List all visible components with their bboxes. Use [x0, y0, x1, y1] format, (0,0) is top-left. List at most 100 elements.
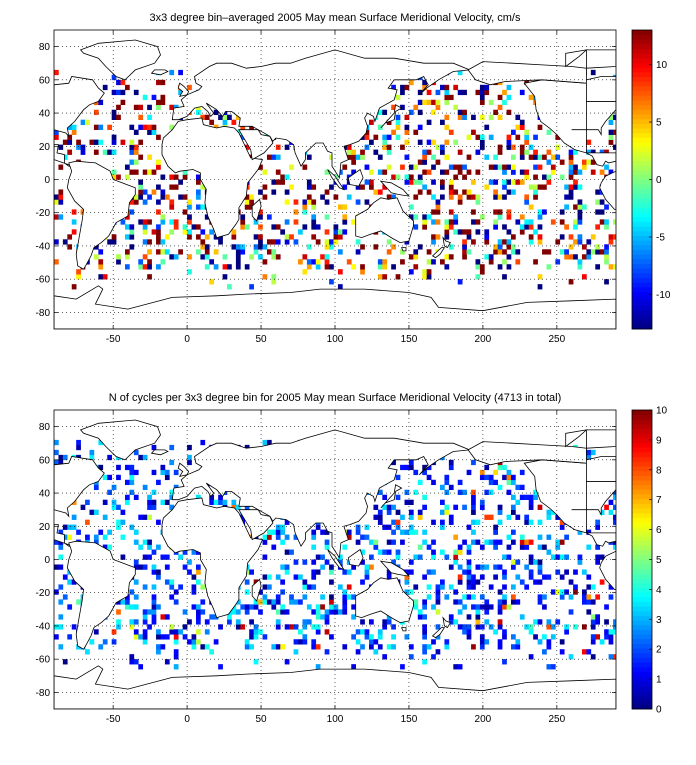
data-cell: [440, 499, 445, 505]
data-cell: [479, 504, 485, 510]
coastline: [54, 665, 616, 709]
data-cell: [435, 99, 441, 106]
data-cell: [302, 579, 308, 585]
data-cell: [147, 104, 152, 111]
data-cell: [369, 639, 374, 645]
colorbar-swatch: [632, 568, 652, 574]
data-cell: [475, 89, 481, 96]
data-cell: [506, 474, 512, 481]
data-cell: [315, 629, 321, 635]
data-cell: [142, 609, 148, 615]
data-cell: [457, 489, 463, 496]
data-cell: [284, 199, 290, 205]
colorbar-swatch: [632, 433, 652, 439]
data-cell: [422, 224, 427, 230]
data-cell: [386, 509, 392, 515]
data-cell: [475, 579, 481, 585]
data-cell: [497, 644, 503, 650]
data-cell: [187, 269, 192, 275]
data-cell: [142, 554, 148, 560]
data-cell: [595, 594, 601, 600]
data-cell: [315, 644, 321, 650]
data-cell: [590, 449, 596, 456]
data-cell: [431, 109, 436, 116]
data-cell: [169, 489, 175, 496]
data-cell: [466, 189, 472, 195]
data-cell: [479, 499, 485, 505]
data-cell: [315, 624, 321, 630]
data-cell: [218, 664, 223, 670]
data-cell: [564, 629, 569, 635]
colorbar-swatch: [632, 447, 652, 453]
data-cell: [444, 474, 450, 481]
data-cell: [413, 604, 419, 610]
data-cell: [133, 659, 139, 665]
coastline: [355, 577, 414, 624]
data-cell: [244, 589, 250, 595]
data-cell: [209, 649, 215, 655]
data-cell: [599, 579, 605, 585]
data-cell: [386, 504, 392, 510]
data-cell: [466, 624, 472, 630]
data-cell: [502, 194, 507, 200]
data-cell: [98, 249, 104, 255]
data-cell: [604, 254, 609, 260]
data-cell: [116, 619, 121, 625]
data-cell: [209, 279, 215, 285]
data-cell: [151, 619, 157, 625]
data-cell: [497, 539, 503, 545]
data-cell: [346, 194, 352, 200]
data-cell: [156, 159, 161, 165]
data-cell: [457, 664, 463, 670]
data-cell: [506, 209, 512, 215]
data-cell: [510, 594, 516, 600]
data-cell: [355, 184, 361, 190]
data-cell: [422, 604, 427, 610]
data-cell: [404, 239, 410, 245]
data-cell: [315, 569, 321, 575]
data-cell: [298, 259, 303, 265]
data-cell: [479, 644, 485, 650]
data-cell: [58, 454, 64, 461]
data-cell: [502, 99, 507, 106]
data-cell: [577, 219, 583, 225]
data-cell: [315, 259, 321, 265]
data-cell: [413, 489, 419, 496]
data-cell: [484, 604, 490, 610]
data-cell: [156, 224, 161, 230]
data-cell: [346, 569, 352, 575]
data-cell: [89, 639, 95, 645]
data-cell: [280, 174, 286, 180]
data-cell: [302, 594, 308, 600]
data-cell: [408, 109, 414, 116]
data-cell: [488, 99, 494, 106]
data-cell: [479, 469, 485, 476]
data-cell: [293, 534, 299, 540]
data-cell: [275, 529, 281, 535]
data-cell: [448, 254, 454, 260]
data-cell: [493, 544, 498, 550]
data-cell: [284, 519, 290, 525]
data-cell: [289, 549, 294, 555]
data-cell: [555, 619, 561, 625]
colorbar-swatch: [632, 268, 652, 274]
data-cell: [129, 199, 135, 205]
data-cell: [404, 489, 410, 496]
data-cell: [510, 129, 516, 135]
data-cell: [182, 174, 188, 180]
data-cell: [422, 84, 427, 91]
colorbar-swatch: [632, 592, 652, 598]
data-cell: [329, 569, 334, 575]
data-cell: [577, 199, 583, 205]
data-cell: [204, 629, 210, 635]
data-cell: [608, 499, 614, 505]
data-cell: [510, 244, 516, 250]
data-cell: [342, 214, 348, 220]
data-cell: [466, 574, 472, 580]
data-cell: [160, 194, 166, 200]
data-cell: [613, 494, 616, 500]
data-cell: [568, 159, 574, 165]
x-tick-label: 100: [327, 714, 344, 725]
data-cell: [613, 539, 616, 545]
data-cell: [187, 204, 192, 210]
